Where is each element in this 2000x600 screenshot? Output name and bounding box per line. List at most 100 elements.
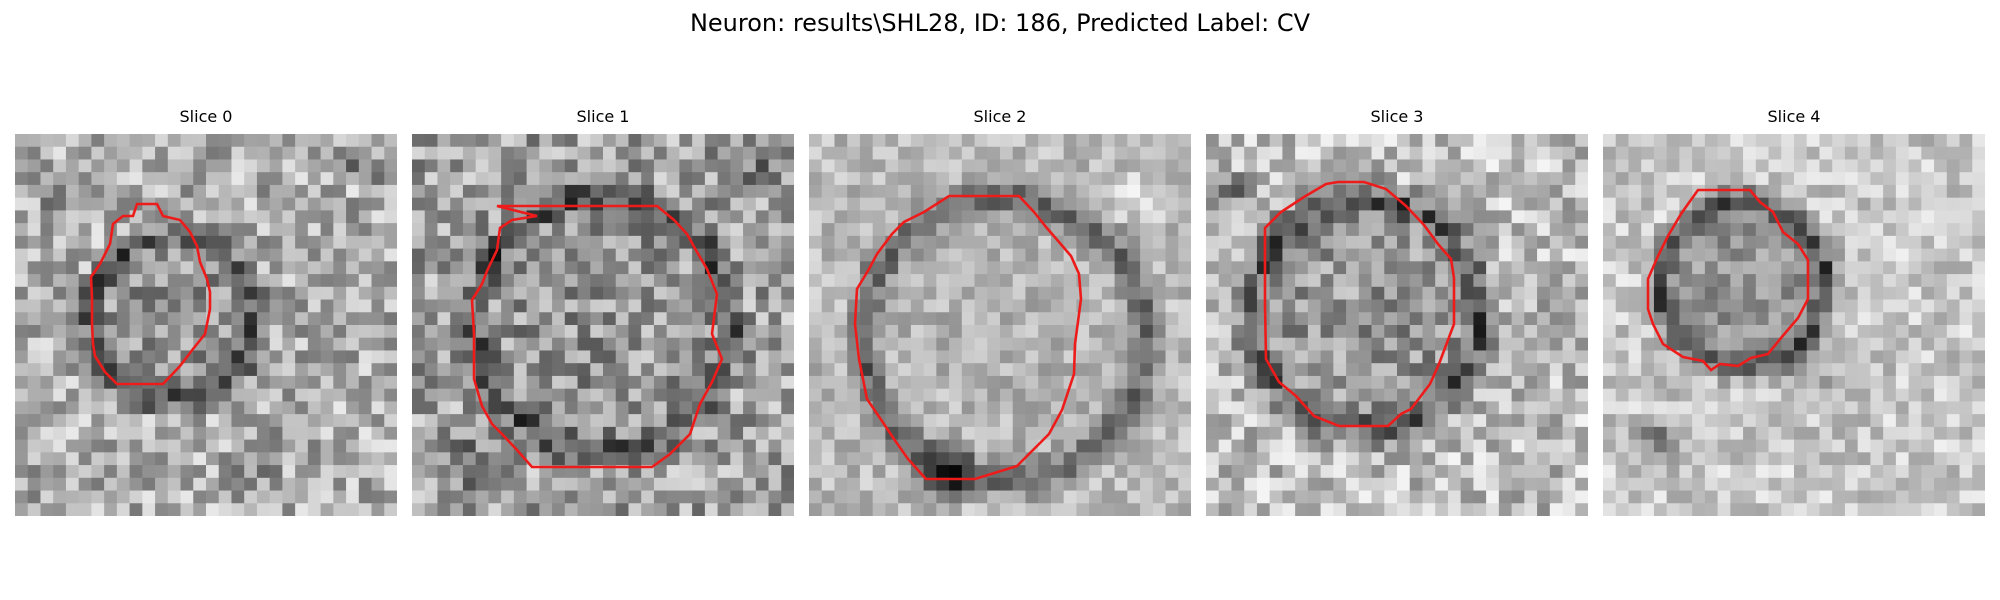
image-pixel (628, 426, 642, 441)
image-pixel (129, 375, 143, 390)
image-pixel (1295, 248, 1309, 262)
image-pixel (358, 375, 373, 390)
image-pixel (1127, 426, 1141, 441)
image-pixel (717, 286, 731, 301)
image-pixel (1320, 159, 1334, 173)
image-pixel (1870, 401, 1884, 415)
image-pixel (450, 146, 464, 161)
image-pixel (307, 261, 322, 275)
image-pixel (1730, 503, 1744, 516)
image-pixel (320, 503, 334, 516)
image-pixel (1409, 134, 1424, 148)
image-pixel (1666, 197, 1680, 211)
image-pixel (475, 223, 489, 237)
image-pixel (768, 375, 782, 390)
image-pixel (834, 210, 848, 224)
image-pixel (104, 350, 118, 364)
image-pixel (1038, 426, 1052, 441)
image-pixel (1422, 388, 1436, 402)
image-pixel (231, 325, 245, 339)
image-pixel (1819, 465, 1833, 479)
image-pixel (1794, 375, 1808, 390)
image-pixel (1704, 477, 1719, 492)
image-pixel (936, 261, 950, 275)
image-pixel (1498, 172, 1513, 186)
image-pixel (1346, 274, 1360, 288)
image-pixel (1460, 325, 1474, 339)
image-pixel (590, 325, 604, 339)
image-pixel (923, 223, 937, 237)
image-pixel (513, 477, 528, 492)
image-pixel (1422, 337, 1436, 352)
image-pixel (1320, 184, 1334, 199)
image-pixel (628, 477, 642, 492)
image-pixel (358, 414, 373, 428)
image-pixel (244, 401, 258, 415)
image-pixel (1346, 465, 1360, 479)
image-pixel (1012, 465, 1027, 479)
image-pixel (1819, 299, 1833, 313)
image-pixel (1641, 452, 1655, 466)
image-pixel (384, 337, 397, 352)
image-pixel (1269, 159, 1283, 173)
image-pixel (577, 350, 591, 364)
image-pixel (91, 210, 105, 224)
image-pixel (1165, 286, 1179, 301)
image-pixel (129, 223, 143, 237)
image-pixel (1422, 274, 1436, 288)
image-pixel (821, 286, 836, 301)
image-pixel (1498, 134, 1513, 148)
image-pixel (653, 477, 668, 492)
image-pixel (809, 248, 823, 262)
image-pixel (1692, 159, 1706, 173)
image-pixel (1295, 261, 1309, 275)
image-pixel (1397, 503, 1411, 516)
image-pixel (1076, 477, 1090, 492)
image-pixel (15, 350, 29, 364)
image-pixel (1422, 184, 1436, 199)
image-pixel (384, 261, 397, 275)
image-pixel (167, 503, 182, 516)
image-pixel (564, 235, 579, 250)
image-pixel (910, 235, 925, 250)
image-pixel (1666, 261, 1680, 275)
image-pixel (526, 503, 540, 516)
image-pixel (1819, 363, 1833, 377)
image-pixel (1704, 299, 1719, 313)
image-pixel (628, 159, 642, 173)
image-pixel (1730, 299, 1744, 313)
image-pixel (1844, 414, 1859, 428)
image-pixel (1946, 159, 1961, 173)
image-pixel (1653, 159, 1668, 173)
image-pixel (974, 477, 988, 492)
image-pixel (437, 388, 451, 402)
image-pixel (1615, 375, 1630, 390)
image-pixel (346, 414, 360, 428)
image-pixel (1844, 261, 1859, 275)
image-pixel (1653, 146, 1668, 161)
image-pixel (1409, 184, 1424, 199)
image-pixel (743, 375, 757, 390)
image-pixel (269, 312, 283, 326)
image-pixel (666, 286, 680, 301)
image-pixel (1562, 350, 1576, 364)
image-pixel (1371, 248, 1385, 262)
image-pixel (40, 146, 54, 161)
image-pixel (809, 299, 823, 313)
image-pixel (1806, 312, 1821, 326)
image-pixel (898, 363, 912, 377)
image-pixel (898, 235, 912, 250)
image-pixel (1562, 184, 1576, 199)
image-pixel (488, 299, 502, 313)
image-pixel (513, 363, 528, 377)
image-pixel (1781, 210, 1795, 224)
image-pixel (781, 286, 794, 301)
image-pixel (1832, 274, 1846, 288)
image-pixel (1384, 439, 1398, 453)
image-pixel (1101, 439, 1116, 453)
image-pixel (1307, 477, 1322, 492)
image-pixel (1562, 134, 1576, 148)
image-pixel (1320, 426, 1334, 441)
image-pixel (885, 146, 899, 161)
image-pixel (65, 248, 80, 262)
